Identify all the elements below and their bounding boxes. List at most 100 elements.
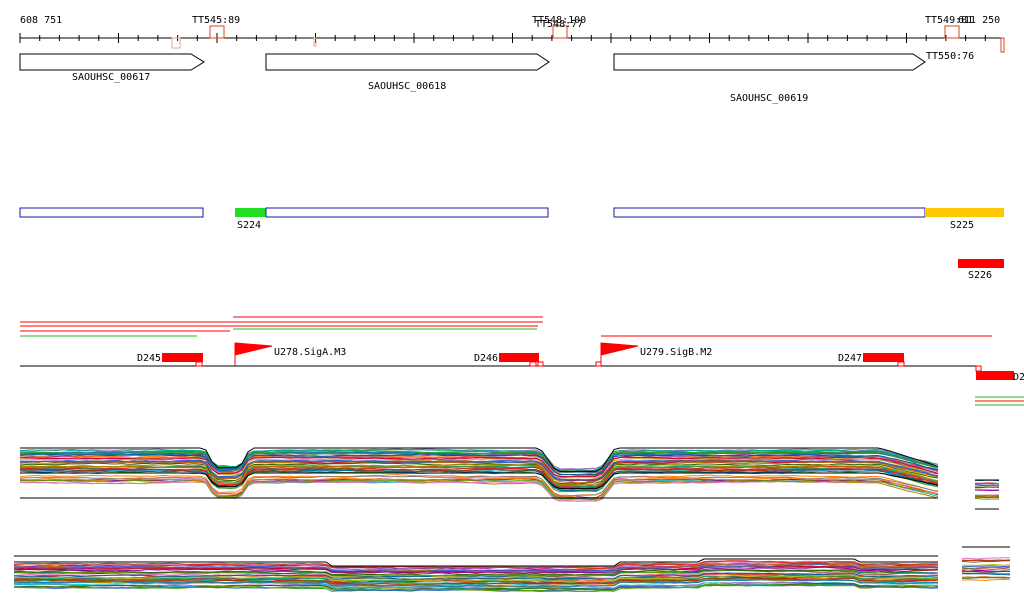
expression-profile-line <box>961 568 1011 570</box>
expression-profile-line <box>13 572 939 580</box>
downshift-tick <box>595 361 602 367</box>
expression-profile-line <box>19 463 939 486</box>
segment-label: S226 <box>968 270 992 281</box>
expression-profile-line <box>19 475 939 497</box>
expression-profile-line <box>13 560 939 569</box>
expression-profile-line <box>974 489 1000 492</box>
expression-profile-line <box>19 465 939 488</box>
expression-profile-line <box>961 578 1011 581</box>
expression-profile-line <box>19 468 939 490</box>
downshift-label: D245 <box>137 353 161 364</box>
gene-label: SAOUHSC_00618 <box>368 81 446 92</box>
segment-s225[interactable] <box>925 208 1004 217</box>
transcript-lines <box>20 316 992 337</box>
expression-profile-line <box>19 466 939 489</box>
downshift-ticks <box>195 361 982 372</box>
expression-profile-line <box>13 568 939 576</box>
coordinate-ruler: 608 751 611 250 <box>19 15 1004 43</box>
segment-box[interactable] <box>265 207 549 218</box>
expression-profile-line <box>19 453 939 476</box>
downshift-tick <box>975 365 982 372</box>
expression-profile-line <box>20 469 939 492</box>
terminator-label: TT549:81 <box>925 15 973 26</box>
downshift-tick <box>529 361 537 367</box>
ruler-ticks <box>19 33 986 43</box>
gene-track <box>19 53 926 71</box>
downshift-label: D246 <box>474 353 498 364</box>
expression-profile-line <box>961 559 1011 562</box>
ruler-end-label: 611 250 <box>958 15 1000 26</box>
expression-profile-line <box>14 558 938 567</box>
gene-label: SAOUHSC_00617 <box>72 72 150 83</box>
expression-profile-line <box>974 483 1000 485</box>
terminator-mark[interactable] <box>171 37 181 49</box>
expression-profile-panel-lower[interactable] <box>13 555 939 593</box>
promoter-flag-u279[interactable] <box>600 342 639 356</box>
terminator-label: TT545:89 <box>192 15 240 26</box>
terminator-mark[interactable] <box>944 25 960 39</box>
promoter-label: U278.SigA.M3 <box>274 347 346 358</box>
terminator-label: TT548:77 <box>535 19 583 30</box>
downshift-tick <box>537 361 544 367</box>
downshift-d246[interactable] <box>499 353 539 362</box>
terminator-mark[interactable] <box>1000 37 1005 53</box>
expression-profile-line <box>13 578 939 588</box>
downshift-d247[interactable] <box>863 353 904 362</box>
expression-profile-line <box>962 572 1011 576</box>
terminator-mark[interactable] <box>209 25 225 39</box>
terminator-mark[interactable] <box>313 37 317 47</box>
expression-profile-line <box>961 564 1011 566</box>
segment-s224[interactable] <box>235 208 266 217</box>
expression-profile-line <box>974 498 1000 500</box>
terminator-mark[interactable] <box>552 25 568 39</box>
downshift-d245[interactable] <box>162 353 203 362</box>
gene-arrow-00617[interactable] <box>19 53 205 71</box>
expression-profile-line <box>961 557 1011 560</box>
expression-profile-line <box>962 577 1011 579</box>
segment-label: S225 <box>950 220 974 231</box>
expression-profile-line <box>13 581 939 590</box>
gene-label: SAOUHSC_00619 <box>730 93 808 104</box>
right-side-transcripts <box>975 396 1024 406</box>
expression-profile-line <box>19 456 939 478</box>
expression-profile-line <box>974 484 1000 487</box>
expression-profile-line <box>974 496 1000 499</box>
segment-track <box>19 207 1004 268</box>
expression-profile-line <box>13 577 939 586</box>
expression-profile-line <box>19 462 939 485</box>
expression-profile-line <box>961 570 1011 573</box>
expression-profile-line <box>961 576 1011 579</box>
downshift-track <box>162 353 1014 380</box>
expression-profile-panel-upper-right[interactable] <box>974 479 1000 510</box>
expression-profile-line <box>20 472 939 490</box>
downshift-tick <box>897 361 905 367</box>
expression-profile-line <box>961 566 1011 569</box>
segment-s226[interactable] <box>958 259 1004 268</box>
downshift-tick <box>195 361 203 367</box>
expression-profile-line <box>19 477 939 499</box>
ruler-start-label: 608 751 <box>20 15 62 26</box>
gene-arrow-00619[interactable] <box>613 53 926 71</box>
promoter-label: U279.SigB.M2 <box>640 347 712 358</box>
segment-box[interactable] <box>19 207 204 218</box>
expression-profile-line <box>19 459 939 481</box>
promoter-flag-u278[interactable] <box>234 342 273 356</box>
gene-arrow-00618[interactable] <box>265 53 550 71</box>
expression-profile-line <box>13 563 939 573</box>
terminator-label: TT548:100 <box>532 15 586 26</box>
promoter-track <box>234 342 639 366</box>
expression-profile-line <box>19 448 939 471</box>
expression-profile-line <box>13 574 939 583</box>
expression-profile-line <box>974 486 1000 489</box>
terminator-track <box>171 25 1005 53</box>
expression-profile-panel-upper[interactable] <box>19 447 939 502</box>
segment-label: S224 <box>237 220 261 231</box>
expression-profile-line <box>974 488 1000 491</box>
segment-box[interactable] <box>613 207 926 218</box>
expression-profile-line <box>13 583 939 593</box>
downshift-d248[interactable] <box>976 371 1014 380</box>
expression-profile-panel-lower-right[interactable] <box>961 546 1011 581</box>
expression-profile-line <box>974 482 1000 484</box>
terminator-label: TT550:76 <box>926 51 974 62</box>
